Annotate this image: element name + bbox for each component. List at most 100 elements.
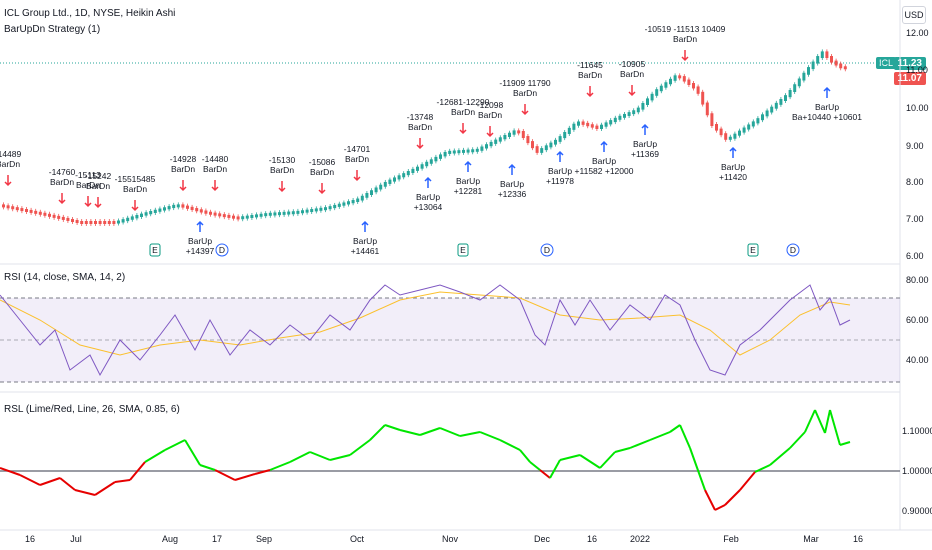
rsi-tick-label: 80.00	[906, 275, 929, 285]
rsl-segment	[399, 429, 421, 436]
candle-body	[466, 149, 470, 153]
rsi-title[interactable]: RSI (14, close, SMA, 14, 2)	[4, 272, 126, 283]
rsl-segment	[289, 451, 311, 463]
candle-body	[117, 220, 120, 224]
candle-body	[742, 127, 746, 133]
sell-side-label: BarDn	[620, 69, 644, 79]
rsl-segment	[539, 469, 551, 479]
time-tick-label: Mar	[803, 534, 819, 544]
candle-body	[733, 133, 737, 139]
price-axis[interactable]: 12.00 11.00 10.00 9.00 8.00 7.00 6.00	[906, 28, 929, 261]
rsl-title[interactable]: RSL (Lime/Red, Line, 26, SMA, 0.85, 6)	[4, 404, 180, 415]
rsl-segment	[739, 471, 756, 491]
candle-body	[816, 56, 820, 64]
rsi-tick-label: 60.00	[906, 315, 929, 325]
currency-button[interactable]: USD	[902, 6, 926, 24]
candle-body	[388, 179, 392, 184]
candle-body	[489, 141, 493, 147]
candle-body	[347, 201, 350, 205]
candle-body	[301, 210, 304, 214]
candle-body	[167, 206, 171, 210]
buy-value-label: +11582 +12000	[575, 166, 634, 176]
candle-body	[94, 221, 97, 224]
candle-body	[577, 121, 580, 126]
candle-body	[669, 78, 672, 85]
candle-body	[646, 98, 649, 105]
sell-side-label: BarDn	[513, 88, 537, 98]
sell-side-label: BarDn	[310, 167, 334, 177]
sell-value-label: -15130	[269, 155, 296, 165]
sell-side-label: BarDn	[578, 70, 602, 80]
time-tick-label: 16	[587, 534, 597, 544]
candle-body	[236, 216, 240, 220]
sell-side-label: BarDn	[451, 107, 475, 117]
rsl-segment	[649, 431, 671, 441]
candle-body	[797, 78, 801, 87]
candle-body	[595, 125, 599, 129]
candle-body	[195, 208, 199, 212]
candle-body	[517, 130, 521, 134]
candle-body	[310, 209, 314, 213]
dividend-badge-label: D	[790, 245, 796, 255]
candle-body	[600, 124, 603, 129]
candle-body	[61, 216, 65, 220]
earnings-badge	[747, 243, 759, 257]
rsl-line	[0, 409, 851, 511]
candle-body	[563, 131, 567, 139]
time-axis[interactable]: 16 Jul Aug 17 Sep Oct Nov Dec 16 2022 Feb Mar 16	[25, 534, 863, 544]
candle-body	[751, 121, 755, 127]
candle-body	[305, 209, 309, 213]
buy-arrow-icon	[641, 123, 649, 135]
rsl-segment	[214, 469, 236, 481]
candle-body	[498, 137, 502, 142]
rsl-segment	[114, 479, 131, 483]
rsl-segment	[0, 467, 21, 476]
earnings-badge-label: E	[750, 245, 756, 255]
candle-body	[351, 200, 355, 204]
candle-body	[807, 67, 810, 75]
candle-body	[549, 142, 553, 148]
time-tick-label: Feb	[723, 534, 739, 544]
rsl-segment	[59, 477, 76, 491]
candle-body	[834, 60, 838, 66]
strategy-title[interactable]: BarUpDn Strategy (1)	[4, 24, 101, 35]
candle-body	[770, 106, 774, 113]
candle-body	[190, 206, 194, 211]
candle-body	[618, 115, 622, 120]
candle-body	[213, 212, 217, 216]
candle-body	[98, 221, 102, 224]
sell-arrow-icon	[179, 180, 187, 192]
price-tick-label: 10.00	[906, 103, 929, 113]
candle-body	[420, 164, 424, 169]
sell-value-label: -10905	[619, 59, 646, 69]
price-tick-label: 9.00	[906, 141, 924, 151]
candle-body	[678, 75, 682, 79]
candle-body	[756, 118, 760, 124]
candle-body	[434, 156, 438, 162]
candle-body	[567, 127, 571, 134]
rsl-segment	[804, 409, 816, 433]
candle-body	[176, 204, 180, 208]
sell-value-label: -15242	[85, 171, 112, 181]
candle-body	[503, 135, 507, 140]
candle-body	[673, 75, 677, 81]
sell-value-label: -15515485	[115, 174, 156, 184]
sell-value-label: -11909 11790	[499, 78, 550, 88]
buy-value-label: +12336	[498, 189, 527, 199]
rsl-segment	[254, 469, 271, 475]
candle-body	[360, 195, 364, 201]
rsl-segment	[629, 439, 651, 449]
candle-body	[204, 210, 208, 214]
sell-arrow-icon	[628, 85, 636, 97]
candle-body	[43, 212, 47, 216]
rsl-segment	[824, 409, 831, 434]
candle-body	[526, 136, 530, 144]
candle-body	[457, 150, 461, 154]
candle-body	[163, 207, 166, 211]
candle-body	[613, 117, 617, 123]
buy-value-label: +11420	[719, 172, 747, 182]
buy-arrow-icon	[361, 220, 369, 232]
candle-body	[287, 211, 291, 215]
candle-body	[788, 90, 792, 98]
